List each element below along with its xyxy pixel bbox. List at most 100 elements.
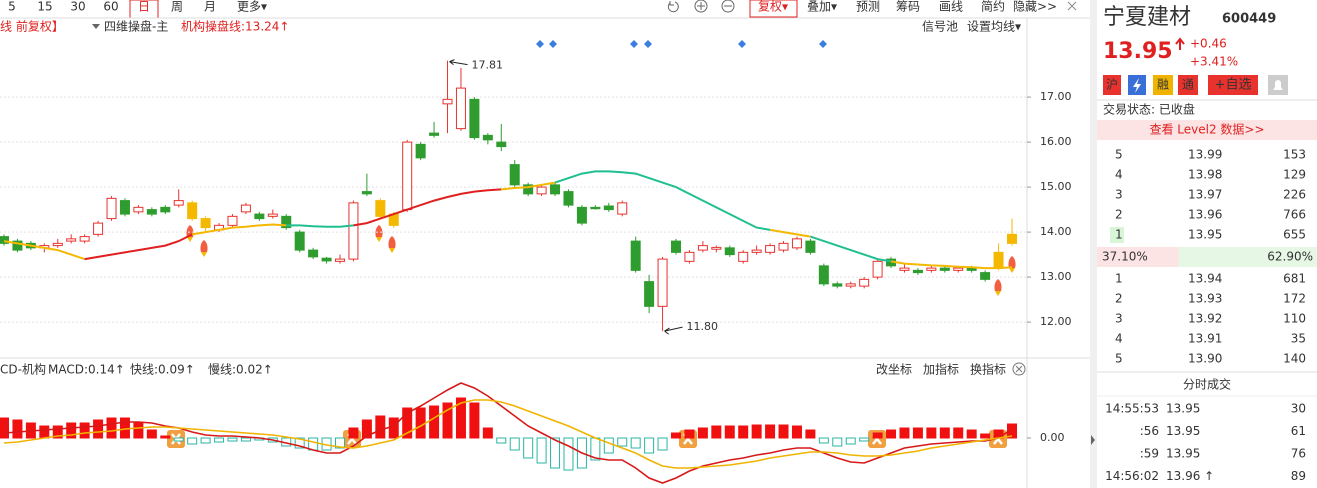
price: 13.95 xyxy=(1103,39,1173,64)
macd-bar xyxy=(482,427,493,439)
macd-bar xyxy=(603,437,614,454)
macd-bar xyxy=(12,419,23,439)
tool[interactable]: 简约 xyxy=(981,0,1005,14)
tool[interactable]: 复权▾ xyxy=(758,0,788,14)
ma-line xyxy=(353,188,502,227)
trade-price: 13.95 xyxy=(1166,424,1200,438)
candle-body xyxy=(335,258,345,262)
y-tick-label: 12.00 xyxy=(1040,315,1072,328)
collapse-icon[interactable] xyxy=(1091,435,1095,445)
signal-icons xyxy=(167,225,1016,448)
macd-bar xyxy=(214,437,225,443)
macd-bar xyxy=(523,437,534,459)
macd-tool[interactable]: 换指标 xyxy=(970,362,1006,377)
tool[interactable]: 筹码 xyxy=(896,0,920,14)
close-icon[interactable] xyxy=(1067,1,1077,11)
ma-line xyxy=(890,260,1013,270)
trade-volume: 30 xyxy=(1291,402,1306,416)
macd-bar xyxy=(778,424,789,439)
macd-bar xyxy=(886,429,897,439)
macd-bar xyxy=(818,437,829,444)
level-volume: 153 xyxy=(1283,148,1306,162)
trade-price: 13.95 xyxy=(1166,402,1200,416)
rocket-icon xyxy=(200,240,208,252)
candle-body xyxy=(375,200,386,217)
badge[interactable] xyxy=(1103,75,1121,95)
candle-body xyxy=(496,141,507,148)
period[interactable]: 月 xyxy=(204,0,216,14)
macd-bar xyxy=(348,427,359,439)
panel-separator[interactable] xyxy=(1090,0,1097,488)
period[interactable]: 30 xyxy=(70,0,85,14)
tool[interactable]: 画线 xyxy=(939,0,963,14)
macd-bar xyxy=(429,405,440,439)
level2-link[interactable]: 查看 Level2 数据>> xyxy=(1149,122,1264,137)
candle-body xyxy=(657,258,668,307)
change: +0.46 xyxy=(1190,37,1227,51)
trade-price: 13.96 ↑ xyxy=(1166,469,1214,483)
candle-body xyxy=(872,260,883,278)
macd-bar xyxy=(308,437,319,451)
up-arrow xyxy=(1175,37,1185,50)
badge-text: 沪 xyxy=(1106,78,1118,92)
macd-tool[interactable]: 改坐标 xyxy=(876,363,912,377)
macd-value: MACD:0.14↑ xyxy=(48,363,125,377)
signal-pool[interactable]: 信号池 xyxy=(922,20,958,34)
toolbar-icons[interactable] xyxy=(667,0,735,13)
tool[interactable]: 叠加▾ xyxy=(807,0,837,14)
candle-body xyxy=(738,251,749,262)
candle-body xyxy=(66,238,77,242)
macd-bar xyxy=(388,417,399,439)
candle-body xyxy=(644,281,655,307)
rocket-flame xyxy=(389,248,395,253)
period[interactable]: 5 xyxy=(8,0,16,14)
macd-bar xyxy=(899,427,910,439)
macd-bar xyxy=(469,402,480,439)
ma-line xyxy=(554,170,771,231)
trade-time: 14:55:53 xyxy=(1105,402,1159,416)
ma-setting[interactable]: 设置均线▾ xyxy=(967,20,1021,34)
level-label: 1 xyxy=(1115,272,1123,286)
period[interactable]: 15 xyxy=(37,0,52,14)
period[interactable]: 更多▾ xyxy=(237,0,267,14)
macd-bar xyxy=(791,425,802,439)
macd-bar xyxy=(966,429,977,439)
level-volume: 681 xyxy=(1283,272,1306,286)
legend-entry: 快线:0.09↑ xyxy=(130,363,195,377)
macd-bar xyxy=(455,397,466,439)
macd-tool[interactable]: 加指标 xyxy=(923,362,959,377)
period[interactable]: 60 xyxy=(103,0,118,14)
badge-text: 通 xyxy=(1182,78,1194,92)
level-label: 1 xyxy=(1115,228,1123,242)
candle-body xyxy=(818,265,829,285)
level2-bar[interactable] xyxy=(1097,120,1317,140)
bell-icon xyxy=(1273,80,1283,90)
macd-line xyxy=(3,399,1013,469)
rocket-icon xyxy=(1008,256,1016,268)
macd-bar xyxy=(79,422,90,439)
y-tick-label: 13.00 xyxy=(1040,270,1072,283)
candle-body xyxy=(926,267,937,271)
macd-bar xyxy=(227,437,238,442)
y-tick-label: 15.00 xyxy=(1040,180,1072,193)
dropdown-icon[interactable] xyxy=(92,24,100,29)
candle-body xyxy=(671,240,681,253)
rocket-icon xyxy=(375,225,383,237)
rocket-flame xyxy=(1009,268,1015,273)
macd-bar xyxy=(671,432,681,439)
period[interactable]: 日 xyxy=(138,0,150,14)
level-label: 3 xyxy=(1115,312,1123,326)
watchlist-button[interactable] xyxy=(1208,75,1258,95)
trade-volume: 89 xyxy=(1291,469,1306,483)
badge[interactable] xyxy=(1178,75,1198,95)
tool[interactable]: 隐藏>> xyxy=(1013,0,1057,14)
indicator-name[interactable]: 四维操盘-主 xyxy=(104,19,168,34)
tool[interactable]: 预测 xyxy=(856,0,880,14)
macd-bar xyxy=(133,422,144,439)
tool-button[interactable] xyxy=(749,0,798,18)
badge[interactable] xyxy=(1153,75,1173,95)
macd-bar xyxy=(52,425,63,439)
close-icon[interactable] xyxy=(1012,362,1026,376)
rocket-flame xyxy=(187,237,193,242)
period[interactable]: 周 xyxy=(171,0,183,14)
